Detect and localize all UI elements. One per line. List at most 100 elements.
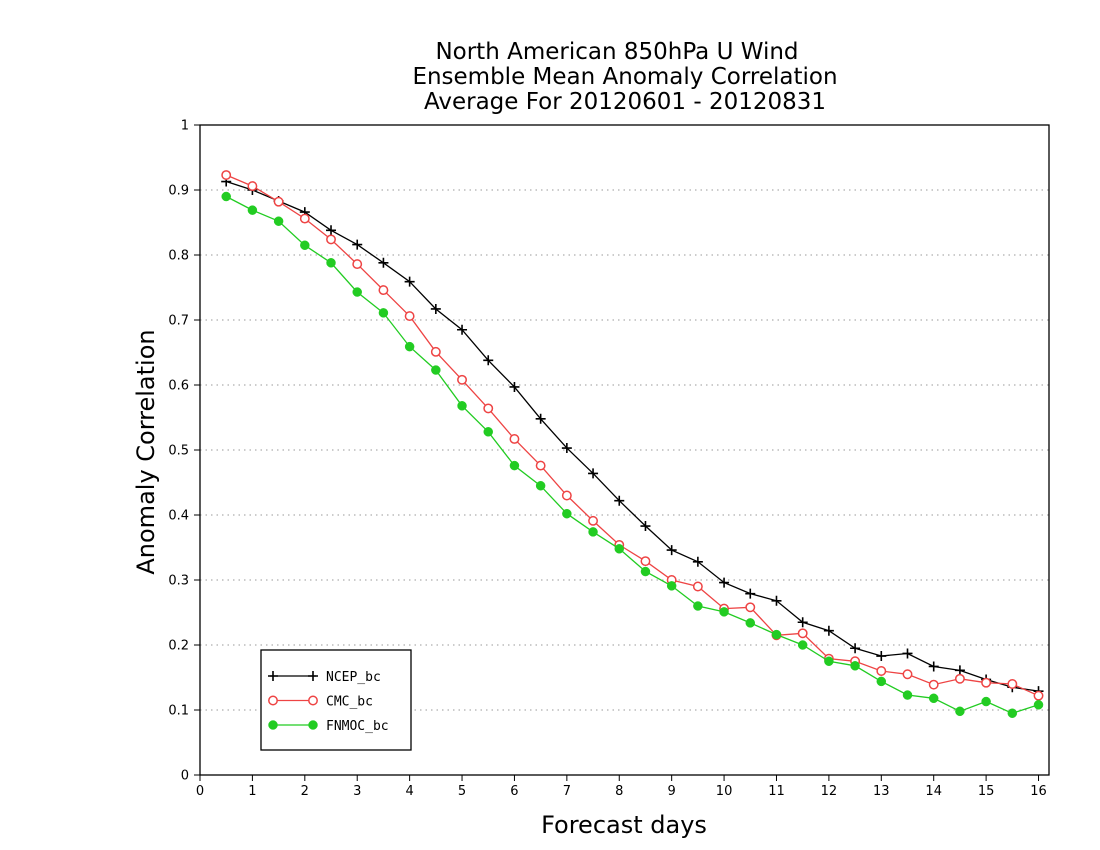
x-tick-label: 3 (353, 784, 361, 799)
y-tick-label: 0.5 (168, 444, 189, 459)
data-point (692, 556, 703, 567)
x-tick-label: 2 (301, 784, 309, 799)
y-axis: 0 0.1 0.2 0.3 0.4 0.5 0.6 0.7 0.8 0.9 1 (168, 119, 200, 784)
data-point (928, 679, 939, 690)
data-point (247, 205, 258, 215)
data-point (430, 303, 441, 314)
data-point (352, 239, 363, 250)
legend: NCEP_bc CMC_bc FNMOC_bc (260, 649, 412, 751)
data-point (954, 673, 965, 684)
data-point (273, 196, 284, 207)
legend-marker (268, 695, 278, 706)
data-point (666, 581, 677, 591)
data-point (745, 588, 756, 599)
data-point (693, 601, 703, 611)
data-point (509, 434, 520, 444)
data-point (378, 257, 389, 268)
data-point (928, 693, 939, 704)
data-point (247, 181, 258, 192)
x-tick-label: 5 (458, 784, 466, 799)
data-point (430, 346, 441, 357)
data-point (378, 308, 389, 318)
chart-title: North American 850hPa U Wind Ensemble Me… (412, 39, 837, 115)
data-point (299, 213, 310, 224)
data-point (221, 170, 232, 181)
data-point (876, 651, 887, 662)
data-point (981, 696, 991, 707)
data-point (850, 643, 861, 654)
legend-label: CMC_bc (326, 695, 373, 710)
data-point (719, 607, 729, 617)
data-point (928, 661, 939, 672)
data-point (404, 276, 415, 287)
data-point (588, 527, 598, 537)
x-tick-label: 13 (873, 784, 890, 799)
series-line (225, 180, 1039, 692)
data-point (352, 287, 362, 297)
data-point (535, 481, 546, 491)
data-point (692, 581, 703, 592)
legend-entry: CMC_bc (268, 695, 373, 710)
y-tick-label: 1 (181, 119, 189, 134)
data-point (378, 285, 389, 296)
data-point (640, 566, 651, 577)
data-point (745, 602, 756, 613)
y-tick-label: 0 (181, 769, 189, 784)
series-CMC_bc (221, 170, 1044, 701)
title-line-2: Ensemble Mean Anomaly Correlation (412, 64, 837, 90)
legend-label: FNMOC_bc (326, 719, 389, 734)
data-point (561, 443, 572, 454)
x-tick-label: 7 (563, 784, 571, 799)
x-tick-label: 11 (768, 784, 785, 799)
x-tick-label: 0 (196, 784, 204, 799)
series-line (225, 195, 1039, 714)
data-point (588, 515, 599, 526)
data-point (955, 706, 965, 717)
data-point (850, 661, 860, 671)
data-point (824, 656, 834, 666)
data-point (745, 618, 756, 628)
data-point (981, 677, 992, 688)
x-tick-label: 6 (510, 784, 518, 799)
x-tick-label: 12 (821, 784, 838, 799)
data-point (954, 665, 965, 676)
y-tick-label: 0.9 (168, 184, 189, 199)
data-point (352, 259, 363, 270)
y-tick-label: 0.4 (168, 509, 189, 524)
data-point (1033, 690, 1044, 701)
data-point (902, 669, 913, 680)
data-point (404, 311, 415, 322)
data-point (902, 690, 913, 700)
data-point (902, 648, 913, 659)
data-point (535, 413, 546, 424)
data-point (326, 234, 336, 245)
title-line-1: North American 850hPa U Wind (435, 39, 798, 65)
x-tick-label: 16 (1030, 784, 1047, 799)
data-point (535, 460, 546, 471)
x-axis-title: Forecast days (541, 811, 707, 839)
series-layer (221, 170, 1044, 718)
data-point (797, 628, 808, 639)
data-point (640, 521, 651, 532)
data-point (1033, 700, 1044, 710)
x-tick-label: 4 (405, 784, 413, 799)
x-tick-label: 9 (668, 784, 676, 799)
x-tick-label: 14 (925, 784, 942, 799)
data-point (797, 640, 808, 650)
series-NCEP_bc (221, 176, 1044, 697)
y-tick-label: 0.1 (168, 704, 189, 719)
data-point (561, 490, 572, 501)
data-point (457, 324, 468, 335)
data-point (483, 355, 494, 366)
data-point (666, 545, 677, 556)
data-point (640, 556, 651, 567)
data-point (431, 365, 441, 375)
gridlines (200, 189, 1049, 711)
data-point (771, 629, 782, 640)
data-point (404, 341, 415, 352)
y-tick-label: 0.8 (168, 249, 189, 264)
legend-marker (308, 671, 318, 681)
title-line-3: Average For 20120601 - 20120831 (424, 89, 826, 115)
data-point (1007, 708, 1018, 718)
